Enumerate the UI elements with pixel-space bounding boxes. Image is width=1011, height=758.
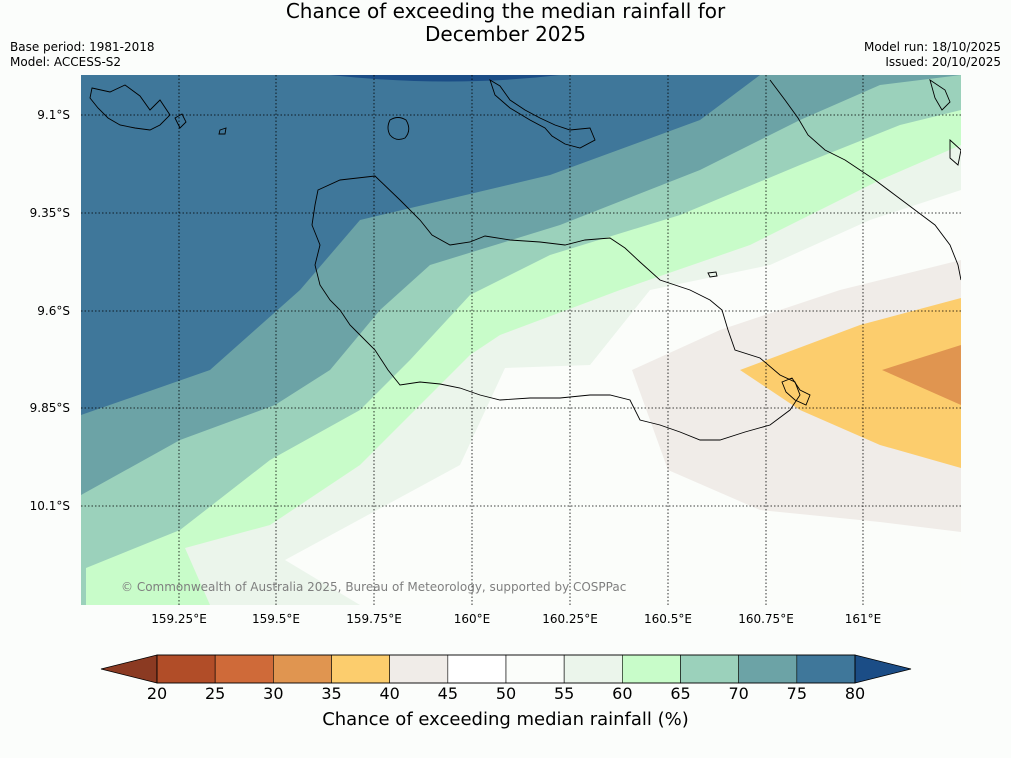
colorbar-segment-25-30 (214, 654, 274, 684)
base-period-info: Base period: 1981-2018 Model: ACCESS-S2 (10, 40, 155, 70)
florida-islands-east-coast (489, 78, 596, 149)
gridlines (81, 75, 961, 605)
lat-label-3: 9.6°S (37, 304, 70, 318)
guadalcanal-coast (311, 175, 801, 441)
florida-islands-west-coast (89, 84, 171, 131)
colorbar-label-40: 40 (379, 684, 400, 703)
colorbar-high-extension (854, 654, 912, 684)
model-text: Model: ACCESS-S2 (10, 55, 122, 69)
colorbar-segment-45-50 (447, 654, 507, 684)
lat-label-4: 9.85°S (29, 401, 70, 415)
lon-label-7: 160.75°E (738, 612, 794, 626)
issued-text: Issued: 20/10/2025 (885, 55, 1001, 69)
colorbar-segment-40-45 (389, 654, 449, 684)
colorbar-label-60: 60 (612, 684, 633, 703)
colorbar-label-45: 45 (437, 684, 458, 703)
colorbar-segment-75-80 (796, 654, 856, 684)
contour-above-80 (330, 75, 560, 82)
lat-label-1: 9.1°S (37, 108, 70, 122)
lon-label-4: 160°E (453, 612, 491, 626)
colorbar-segment-30-35 (273, 654, 332, 684)
colorbar-label-65: 65 (670, 684, 691, 703)
colorbar-segment-65-70 (680, 654, 739, 684)
title-line-2: December 2025 (425, 22, 586, 46)
malaita-coast (769, 79, 961, 281)
copyright-text: © Commonwealth of Australia 2025, Bureau… (121, 580, 627, 594)
lon-label-1: 159.25°E (151, 612, 207, 626)
lon-label-3: 159.75°E (346, 612, 402, 626)
title-line-1: Chance of exceeding the median rainfall … (285, 0, 726, 23)
lat-label-2: 9.35°S (29, 206, 70, 220)
malaita-north-coast (929, 78, 951, 111)
colorbar (100, 654, 912, 684)
lon-label-8: 161°E (844, 612, 882, 626)
marau-islands-coast (781, 377, 811, 406)
contour-30-35 (882, 345, 961, 405)
lat-label-5: 10.1°S (29, 499, 70, 513)
model-run-text: Model run: 18/10/2025 (863, 40, 1001, 54)
colorbar-segment-60-65 (622, 654, 681, 684)
colorbar-label-50: 50 (495, 684, 517, 703)
colorbar-label-80: 80 (844, 684, 866, 703)
lon-label-6: 160.5°E (644, 612, 692, 626)
colorbar-label-30: 30 (263, 684, 284, 703)
colorbar-label-20: 20 (146, 684, 168, 703)
colorbar-label-35: 35 (321, 684, 342, 703)
malaita-islet-coast (949, 138, 961, 166)
colorbar-label-25: 25 (204, 684, 226, 703)
colorbar-segment-50-55 (505, 654, 565, 684)
colorbar-segment-70-75 (738, 654, 798, 684)
colorbar-label-70: 70 (728, 684, 749, 703)
islet-2-coast (218, 127, 227, 135)
colorbar-segment-20-25 (156, 654, 216, 684)
lon-label-5: 160.25°E (542, 612, 598, 626)
colorbar-frame (156, 654, 856, 684)
base-period-text: Base period: 1981-2018 (10, 40, 155, 54)
lon-label-2: 159.5°E (252, 612, 300, 626)
colorbar-segment-55-60 (563, 654, 623, 684)
coastlines (89, 78, 961, 441)
islet-3-coast (707, 271, 718, 278)
colorbar-label-75: 75 (786, 684, 807, 703)
contour-35-40 (740, 298, 961, 468)
colorbar-title: Chance of exceeding median rainfall (%) (322, 709, 689, 730)
colorbar-low-extension (100, 654, 158, 684)
colorbar-segment-35-40 (331, 654, 390, 684)
map-title: Chance of exceeding the median rainfall … (0, 0, 1011, 46)
model-run-info: Model run: 18/10/2025 Issued: 20/10/2025 (864, 40, 1001, 70)
colorbar-label-55: 55 (553, 684, 575, 703)
savo-island-coast (387, 117, 410, 140)
